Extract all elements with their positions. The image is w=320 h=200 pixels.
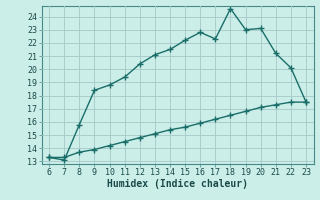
X-axis label: Humidex (Indice chaleur): Humidex (Indice chaleur) — [107, 179, 248, 189]
